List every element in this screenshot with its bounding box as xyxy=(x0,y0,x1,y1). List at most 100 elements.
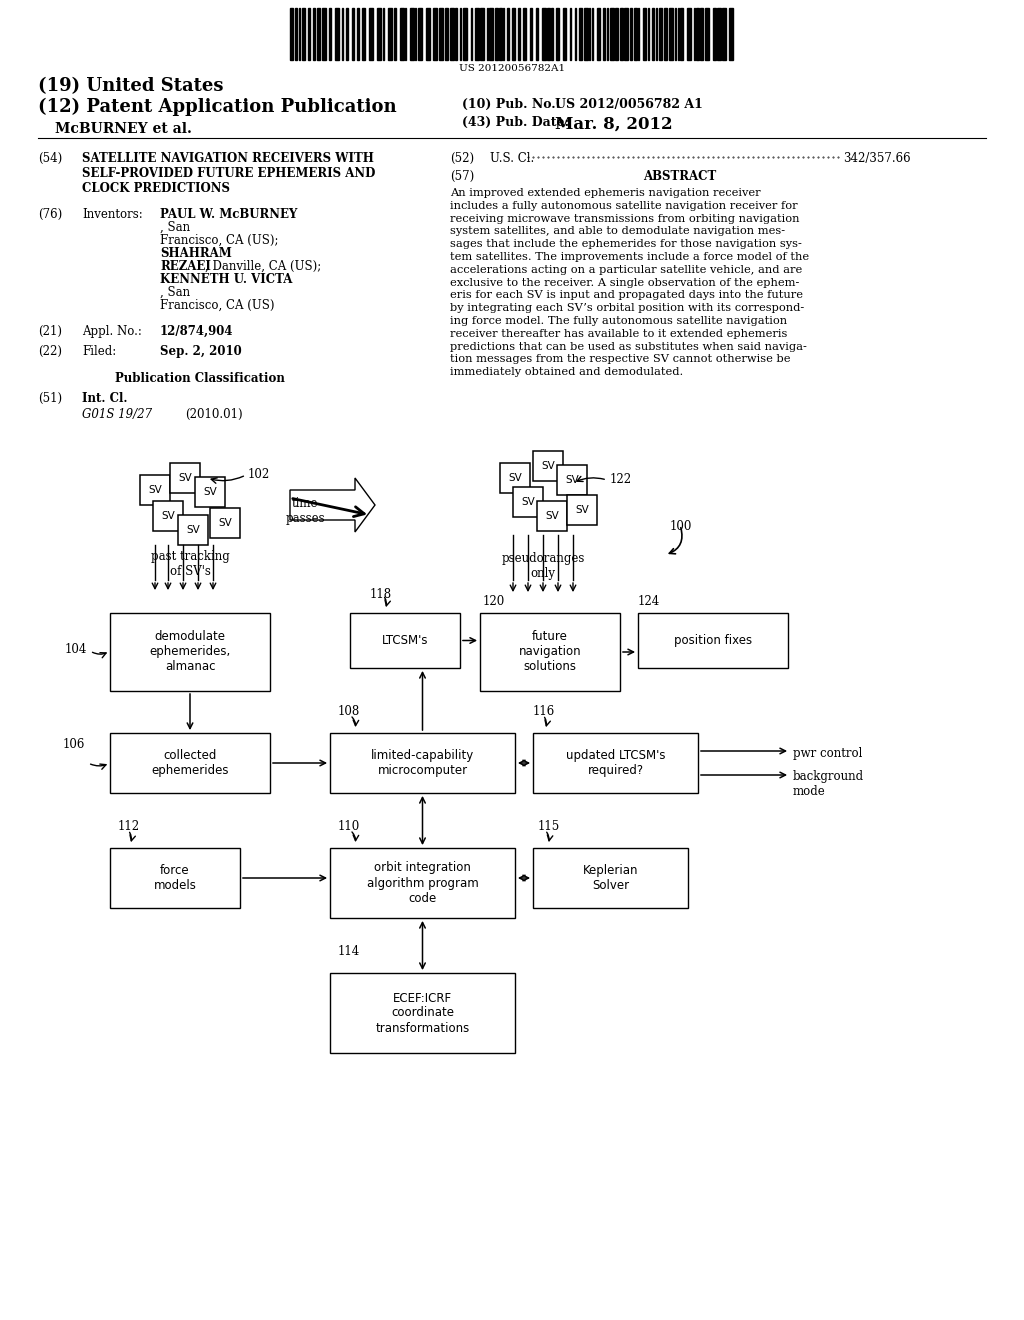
Bar xyxy=(584,8,588,59)
Bar xyxy=(110,612,270,690)
Bar xyxy=(610,8,614,59)
Text: SV: SV xyxy=(508,473,522,483)
Bar xyxy=(418,8,422,59)
Text: U.S. Cl.: U.S. Cl. xyxy=(490,152,535,165)
Bar xyxy=(388,8,392,59)
Bar xyxy=(615,8,618,59)
Text: predictions that can be used as substitutes when said naviga-: predictions that can be used as substitu… xyxy=(450,342,807,351)
Bar xyxy=(638,612,788,668)
Bar xyxy=(110,733,270,793)
Bar xyxy=(567,495,597,525)
Bar xyxy=(489,8,493,59)
Bar xyxy=(534,847,688,908)
Text: 100: 100 xyxy=(670,520,692,533)
Text: includes a fully autonomous satellite navigation receiver for: includes a fully autonomous satellite na… xyxy=(450,201,798,211)
Text: sages that include the ephemerides for those navigation sys-: sages that include the ephemerides for t… xyxy=(450,239,802,249)
Bar xyxy=(178,515,208,545)
Bar xyxy=(322,8,326,59)
Text: US 20120056782A1: US 20120056782A1 xyxy=(459,63,565,73)
Bar xyxy=(495,8,498,59)
Text: system satellites, and able to demodulate navigation mes-: system satellites, and able to demodulat… xyxy=(450,227,785,236)
Text: updated LTCSM's
required?: updated LTCSM's required? xyxy=(565,748,666,777)
Text: (10) Pub. No.:: (10) Pub. No.: xyxy=(462,98,560,111)
Text: ing force model. The fully autonomous satellite navigation: ing force model. The fully autonomous sa… xyxy=(450,315,787,326)
Polygon shape xyxy=(290,478,375,532)
Bar xyxy=(450,8,454,59)
Text: collected
ephemerides: collected ephemerides xyxy=(152,748,228,777)
Text: REZAEI: REZAEI xyxy=(160,260,211,273)
Bar xyxy=(330,847,515,917)
Text: SATELLITE NAVIGATION RECEIVERS WITH
SELF-PROVIDED FUTURE EPHEMERIS AND
CLOCK PRE: SATELLITE NAVIGATION RECEIVERS WITH SELF… xyxy=(82,152,376,195)
Bar xyxy=(295,8,297,59)
Bar xyxy=(153,502,183,531)
Text: accelerations acting on a particular satellite vehicle, and are: accelerations acting on a particular sat… xyxy=(450,265,802,275)
Bar xyxy=(455,8,457,59)
Text: SV: SV xyxy=(218,517,231,528)
Text: 108: 108 xyxy=(338,705,360,718)
Text: SHAHRAM: SHAHRAM xyxy=(160,247,231,260)
Text: receiving microwave transmissions from orbiting navigation: receiving microwave transmissions from o… xyxy=(450,214,800,223)
Text: SV: SV xyxy=(565,475,579,484)
Text: 120: 120 xyxy=(483,595,505,609)
Text: SV: SV xyxy=(148,484,162,495)
Text: tion messages from the respective SV cannot otherwise be: tion messages from the respective SV can… xyxy=(450,354,791,364)
Text: 114: 114 xyxy=(338,945,360,958)
Text: Francisco, CA (US): Francisco, CA (US) xyxy=(160,300,274,312)
Text: , San: , San xyxy=(160,286,190,300)
Bar xyxy=(597,8,600,59)
Text: (51): (51) xyxy=(38,392,62,405)
Bar xyxy=(563,8,566,59)
Text: (12) Patent Application Publication: (12) Patent Application Publication xyxy=(38,98,396,116)
Text: background
mode: background mode xyxy=(793,770,864,799)
Bar xyxy=(110,847,240,908)
Text: demodulate
ephemerides,
almanac: demodulate ephemerides, almanac xyxy=(150,631,230,673)
Text: ECEF:ICRF
coordinate
transformations: ECEF:ICRF coordinate transformations xyxy=(376,991,470,1035)
Bar xyxy=(523,8,526,59)
Bar xyxy=(313,8,315,59)
Text: 12/874,904: 12/874,904 xyxy=(160,325,233,338)
Text: LTCSM's: LTCSM's xyxy=(382,634,428,647)
Text: (52): (52) xyxy=(450,152,474,165)
Text: immediately obtained and demodulated.: immediately obtained and demodulated. xyxy=(450,367,683,378)
Bar xyxy=(480,612,620,690)
Bar xyxy=(705,8,709,59)
Bar xyxy=(439,8,443,59)
Bar xyxy=(290,8,293,59)
Text: An improved extended ephemeris navigation receiver: An improved extended ephemeris navigatio… xyxy=(450,187,761,198)
Bar xyxy=(634,8,637,59)
Text: (19) United States: (19) United States xyxy=(38,77,223,95)
Bar xyxy=(547,8,550,59)
Text: by integrating each SV’s orbital position with its correspond-: by integrating each SV’s orbital positio… xyxy=(450,304,804,313)
Text: 115: 115 xyxy=(538,820,560,833)
Text: (54): (54) xyxy=(38,152,62,165)
Bar xyxy=(346,8,348,59)
Bar xyxy=(170,463,200,492)
Bar xyxy=(659,8,662,59)
Text: limited-capability
microcomputer: limited-capability microcomputer xyxy=(371,748,474,777)
Text: SV: SV xyxy=(541,461,555,471)
Text: Filed:: Filed: xyxy=(82,345,117,358)
Bar xyxy=(643,8,646,59)
Bar xyxy=(350,612,460,668)
Text: Publication Classification: Publication Classification xyxy=(115,372,285,385)
Bar xyxy=(500,463,530,492)
Text: Keplerian
Solver: Keplerian Solver xyxy=(583,865,638,892)
Bar xyxy=(302,8,305,59)
Text: SV: SV xyxy=(203,487,217,498)
Bar xyxy=(664,8,667,59)
Text: 116: 116 xyxy=(534,705,555,718)
Text: orbit integration
algorithm program
code: orbit integration algorithm program code xyxy=(367,862,478,904)
Bar xyxy=(652,8,654,59)
Bar xyxy=(603,8,605,59)
Bar xyxy=(329,8,331,59)
Text: US 2012/0056782 A1: US 2012/0056782 A1 xyxy=(555,98,702,111)
Bar xyxy=(530,8,532,59)
Text: future
navigation
solutions: future navigation solutions xyxy=(519,631,582,673)
Bar xyxy=(669,8,673,59)
Bar xyxy=(696,8,699,59)
Text: Appl. No.:: Appl. No.: xyxy=(82,325,142,338)
Bar xyxy=(377,8,381,59)
Bar xyxy=(717,8,721,59)
Bar xyxy=(357,8,359,59)
Bar xyxy=(713,8,716,59)
